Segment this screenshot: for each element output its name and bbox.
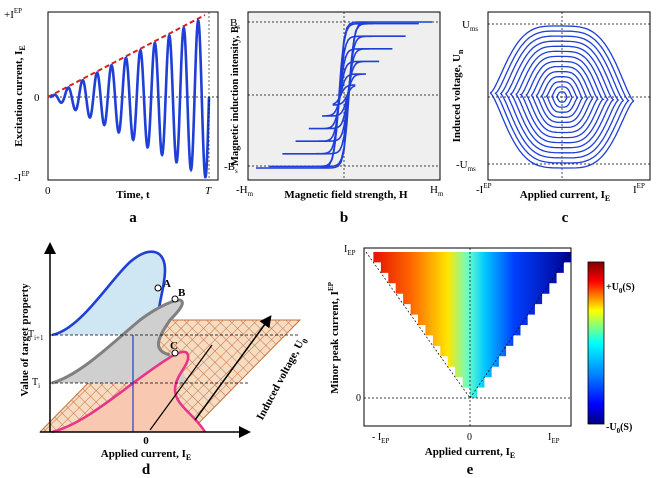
panel-c-voltage-loops bbox=[489, 25, 635, 169]
panel-a-waveform bbox=[49, 18, 211, 179]
voltage-loop bbox=[519, 55, 605, 139]
panel-e-xtick-right: IEP bbox=[548, 432, 560, 445]
panel-b-ylabel: Magnetic induction intensity, B bbox=[230, 26, 241, 166]
panel-e-heatmap bbox=[366, 252, 571, 398]
hysteresis-loop bbox=[256, 21, 432, 169]
panel-a-xtick-right: T bbox=[205, 185, 212, 197]
voltage-loop bbox=[545, 81, 579, 113]
panel-a-xtick-left: 0 bbox=[45, 185, 51, 197]
panel-a-letter: a bbox=[129, 210, 137, 226]
panel-d-blue-curve bbox=[51, 250, 167, 337]
panel-e-ytick-zero: 0 bbox=[356, 393, 361, 404]
panel-a-ytick-bottom: -IEP bbox=[14, 170, 30, 184]
panel-e-xlabel: Applied current, IE bbox=[425, 446, 515, 460]
panel-e-letter: e bbox=[467, 462, 474, 478]
panel-c-ytick-top: Ums bbox=[462, 19, 478, 33]
panel-a-envelope bbox=[47, 14, 206, 98]
voltage-loop bbox=[556, 91, 568, 103]
panel-c-xtick-left: -IEP bbox=[476, 182, 492, 196]
panel-d-z-guide bbox=[149, 344, 213, 431]
panel-b-ytick-bottom: -Bs bbox=[224, 161, 238, 175]
panel-c-letter: c bbox=[562, 210, 569, 226]
hysteresis-loop bbox=[295, 48, 393, 142]
voltage-loop bbox=[535, 70, 589, 124]
panel-b-xtick-left: -Hm bbox=[236, 184, 254, 198]
panel-d-tick-zero: 0 bbox=[143, 435, 149, 447]
panel-e-colorbar bbox=[587, 261, 605, 425]
panel-d-point-c bbox=[171, 349, 179, 357]
panel-d-point-b bbox=[171, 295, 179, 303]
panel-a-ylabel: Excitation current, IE bbox=[13, 45, 27, 146]
panel-d-gray-region bbox=[52, 300, 185, 383]
panel-c-xlabel: Applied current, IE bbox=[520, 189, 610, 203]
voltage-loop bbox=[505, 40, 619, 154]
panel-c-ylabel: Induced voltage, Un bbox=[451, 49, 465, 142]
panel-b: Bs -Bs -Hm Hm Magnetic field strength, H… bbox=[224, 11, 444, 226]
panel-d-pink-curve bbox=[51, 350, 207, 434]
panel-c-xtick-right: IEP bbox=[633, 182, 645, 196]
panel-a-ytick-zero: 0 bbox=[34, 92, 40, 104]
voltage-loop bbox=[551, 86, 573, 108]
panel-d-point-a bbox=[154, 284, 162, 292]
voltage-loop bbox=[530, 65, 594, 129]
panel-e-left-diag bbox=[365, 251, 471, 399]
panel-a: +IEP 0 -IEP 0 T Time, t Excitation curre… bbox=[4, 7, 219, 226]
panel-e-colorbar-bottom: -U0(S) bbox=[606, 422, 632, 435]
panel-d-letter: d bbox=[142, 462, 151, 478]
panel-d-pink-region bbox=[52, 351, 205, 432]
panel-e-xtick-mid: 0 bbox=[467, 432, 472, 443]
panel-d-label-b: B bbox=[178, 287, 186, 299]
panel-e-ylabel: Minor peak current, IEP bbox=[327, 281, 341, 394]
panel-e-colorbar-top: +U0(S) bbox=[606, 282, 635, 295]
hysteresis-loop bbox=[269, 22, 419, 168]
panel-d-label-c: C bbox=[170, 340, 178, 352]
voltage-loop bbox=[525, 60, 599, 134]
panel-b-hysteresis-loops bbox=[256, 21, 432, 169]
panel-e-ytick-top: IEP bbox=[344, 244, 356, 257]
panel-d-blue-region bbox=[52, 251, 165, 335]
panel-a-xlabel: Time, t bbox=[116, 189, 150, 201]
panel-d-z-axis bbox=[194, 315, 272, 421]
panel-b-xtick-right: Hm bbox=[430, 184, 444, 198]
panel-e-right-diag bbox=[469, 251, 572, 399]
panel-a-ytick-top: +IEP bbox=[4, 7, 22, 21]
panel-d-level-lower: Ti bbox=[32, 377, 40, 390]
voltage-loop bbox=[489, 25, 635, 169]
voltage-loop bbox=[515, 50, 609, 144]
voltage-loop bbox=[509, 45, 615, 149]
panel-d-gray-curve bbox=[51, 298, 184, 385]
panel-e-xtick-left: - IEP bbox=[372, 432, 389, 445]
panel-b-xlabel: Magnetic field strength, H bbox=[284, 189, 408, 201]
panel-c-ytick-bottom: -Ums bbox=[456, 159, 476, 173]
voltage-loop bbox=[499, 35, 625, 159]
panel-d-xlabel: Applied current, IE bbox=[101, 448, 191, 462]
voltage-loop bbox=[540, 76, 584, 118]
panel-c-frame bbox=[487, 11, 651, 181]
panel-d: A B C Ti+1 Ti 0 Applied current, IE Valu… bbox=[19, 242, 310, 478]
hysteresis-loop bbox=[282, 35, 406, 155]
panel-b-letter: b bbox=[340, 210, 348, 226]
panel-b-ytick-top: Bs bbox=[230, 17, 240, 31]
panel-d-label-a: A bbox=[163, 278, 171, 290]
voltage-loop bbox=[494, 30, 630, 164]
panel-c: Ums -Ums -IEP IEP Applied current, IE In… bbox=[451, 11, 651, 226]
hysteresis-loop bbox=[308, 60, 380, 130]
panel-e: +U0(S) -U0(S) IEP 0 - IEP 0 IEP Applied … bbox=[327, 244, 635, 478]
panel-d-level-upper: Ti+1 bbox=[28, 329, 44, 342]
panel-d-ylabel: Value of target property bbox=[19, 283, 31, 397]
